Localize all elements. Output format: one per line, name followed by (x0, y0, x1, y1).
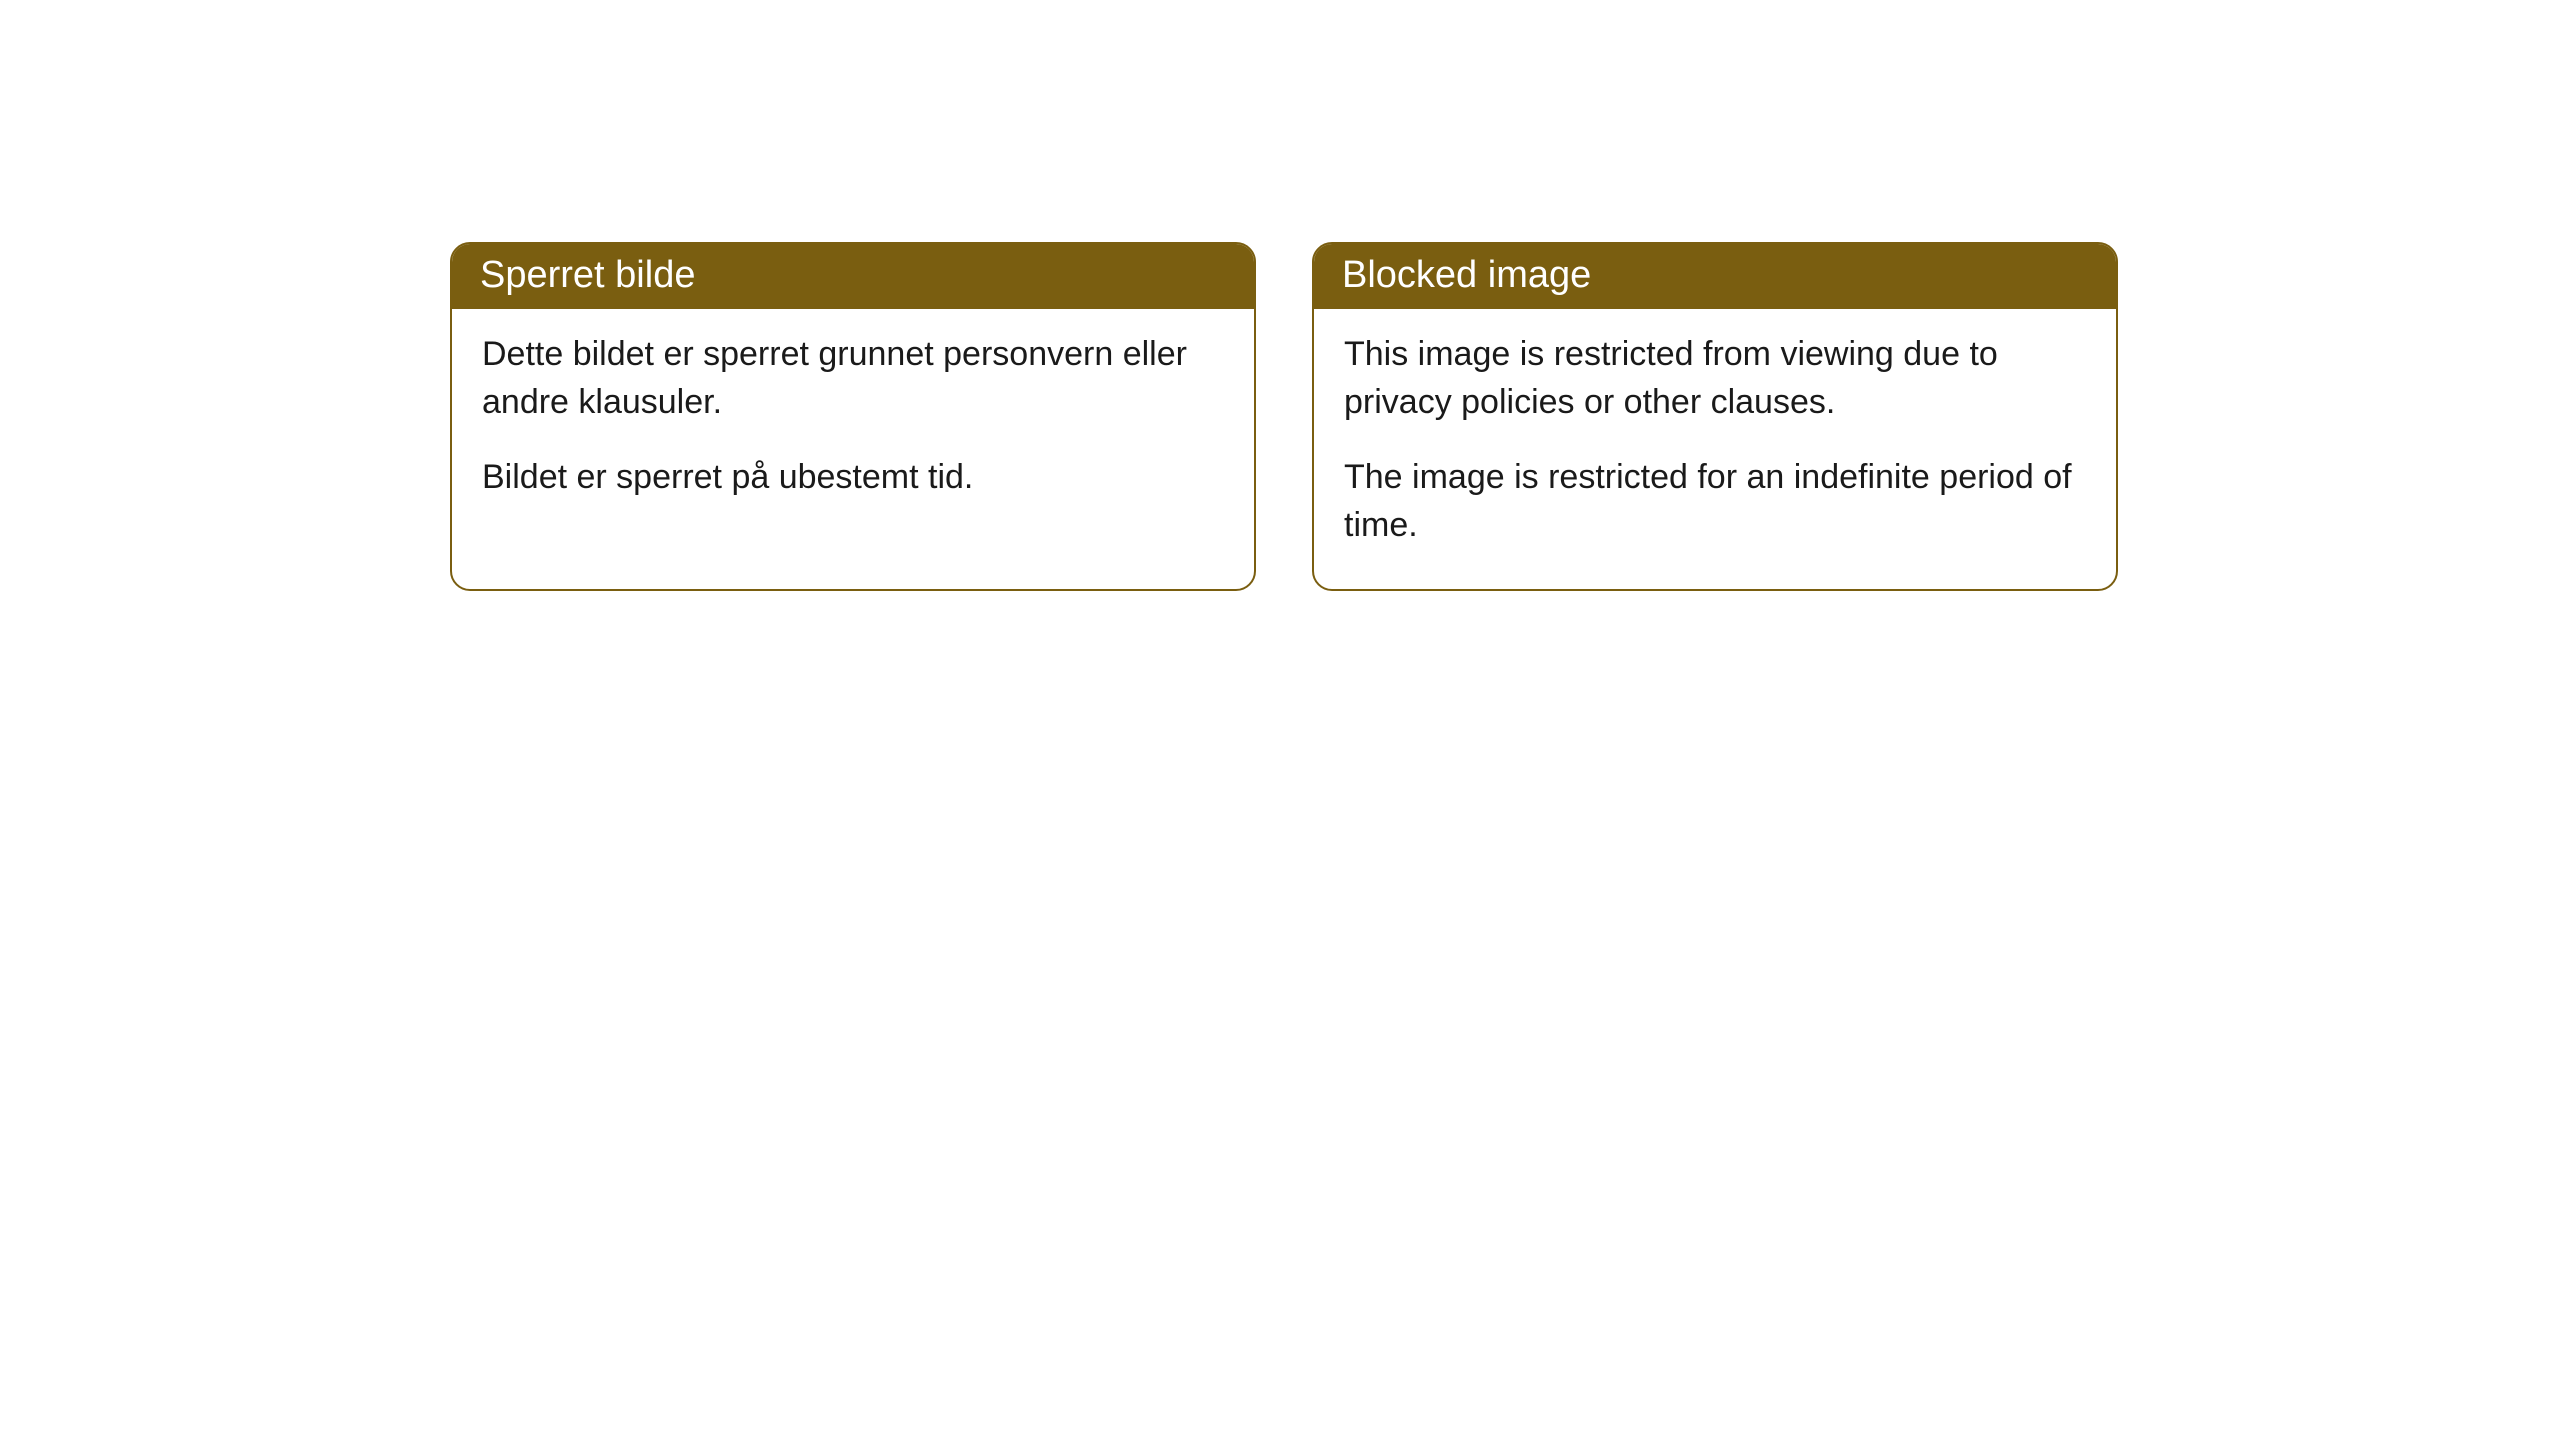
card-norwegian: Sperret bilde Dette bildet er sperret gr… (450, 242, 1256, 591)
card-text-norwegian-1: Dette bildet er sperret grunnet personve… (482, 331, 1224, 426)
card-text-norwegian-2: Bildet er sperret på ubestemt tid. (482, 454, 1224, 502)
card-header-english: Blocked image (1314, 244, 2116, 309)
cards-container: Sperret bilde Dette bildet er sperret gr… (450, 242, 2560, 591)
card-text-english-1: This image is restricted from viewing du… (1344, 331, 2086, 426)
card-body-norwegian: Dette bildet er sperret grunnet personve… (452, 309, 1254, 542)
card-text-english-2: The image is restricted for an indefinit… (1344, 454, 2086, 549)
card-english: Blocked image This image is restricted f… (1312, 242, 2118, 591)
card-body-english: This image is restricted from viewing du… (1314, 309, 2116, 589)
card-header-norwegian: Sperret bilde (452, 244, 1254, 309)
